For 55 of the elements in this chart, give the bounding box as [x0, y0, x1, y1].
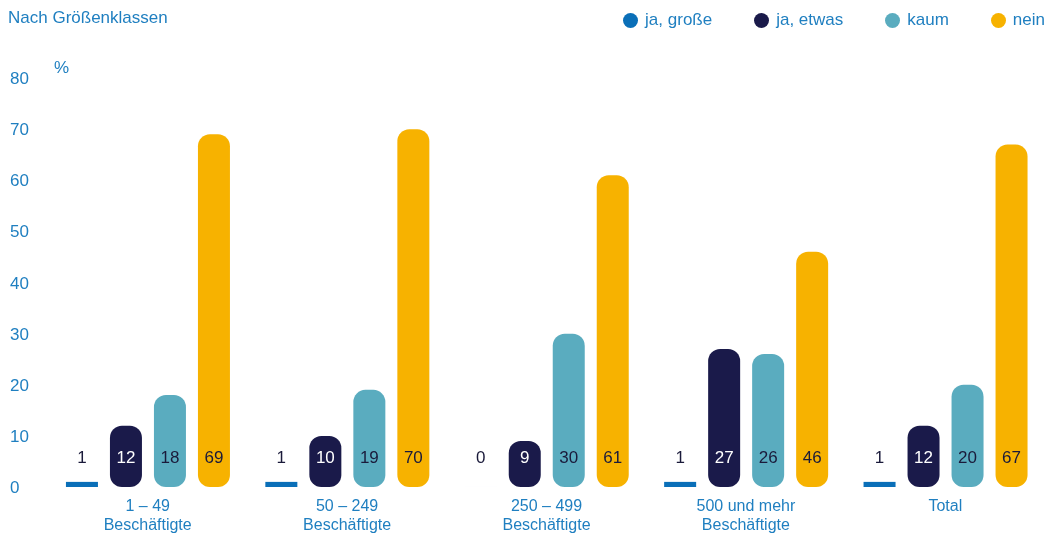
- y-tick-label: 40: [10, 273, 29, 293]
- bar: [951, 384, 984, 487]
- bar: [65, 481, 98, 487]
- data-label: 19: [359, 448, 379, 467]
- data-label: 10: [315, 448, 335, 467]
- y-tick-label: 10: [10, 426, 29, 446]
- bar: [353, 389, 386, 487]
- data-label: 27: [714, 448, 734, 467]
- y-tick-label: 0: [10, 478, 20, 498]
- bar: [397, 129, 430, 487]
- bar: [552, 333, 585, 487]
- chart-title: Nach Größenklassen: [8, 8, 168, 28]
- x-tick-label: Total: [928, 497, 963, 514]
- data-label: 26: [758, 448, 778, 467]
- data-label: 0: [476, 448, 486, 467]
- bar: [863, 481, 896, 487]
- data-label: 70: [403, 448, 423, 467]
- x-tick-label: 500 und mehr Beschäftigte: [696, 497, 796, 533]
- bar: [796, 251, 829, 487]
- bar: [265, 481, 298, 487]
- y-axis-title: %: [54, 58, 70, 78]
- data-label: 20: [958, 448, 978, 467]
- data-label: 1: [675, 448, 685, 467]
- data-label: 12: [914, 448, 934, 467]
- legend-label: nein: [1011, 10, 1045, 30]
- bar: [197, 134, 230, 487]
- data-label: 69: [204, 448, 224, 467]
- data-label: 30: [559, 448, 579, 467]
- y-tick-label: 70: [10, 120, 29, 140]
- bar: [664, 481, 697, 487]
- data-label: 67: [1002, 448, 1022, 467]
- y-tick-label: 30: [10, 324, 29, 344]
- bar: [752, 354, 785, 487]
- y-tick-label: 20: [10, 375, 29, 395]
- bar: [596, 175, 629, 487]
- data-label: 61: [603, 448, 623, 467]
- x-tick-label: 250 – 499 Beschäftigte: [502, 497, 591, 533]
- data-label: 46: [802, 448, 822, 467]
- bar: [708, 348, 741, 487]
- data-label: 9: [520, 448, 530, 467]
- legend-label: ja, etwas: [774, 10, 844, 30]
- data-label: 1: [874, 448, 885, 467]
- bar: [995, 144, 1028, 487]
- data-label: 18: [160, 448, 180, 467]
- y-tick-label: 80: [10, 69, 29, 89]
- x-tick-label: 50 – 249 Beschäftigte: [303, 497, 392, 533]
- legend-label: ja, große: [643, 10, 713, 30]
- x-tick-label: 1 – 49 Beschäftigte: [103, 497, 192, 533]
- legend-label: kaum: [906, 10, 949, 30]
- bar: [153, 394, 186, 487]
- data-label: 12: [116, 448, 136, 467]
- data-label: 1: [77, 448, 87, 467]
- y-tick-label: 50: [10, 222, 29, 242]
- data-label: 1: [276, 448, 287, 467]
- y-tick-label: 60: [10, 171, 29, 191]
